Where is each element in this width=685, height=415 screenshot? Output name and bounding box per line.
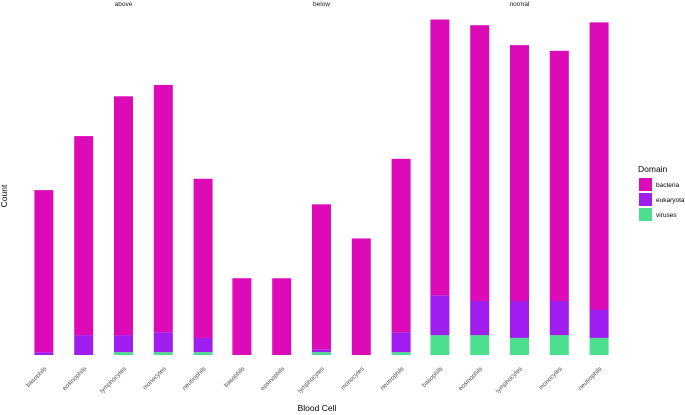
x-tick-normal-lymphocytes: lymphocytes <box>495 365 524 394</box>
bar-normal-neutrophils-viruses <box>589 337 609 355</box>
x-tick-labels: basophils eosinophils lymphocytes monocytes… <box>25 365 604 394</box>
bar-above-eosinophils-bacteria <box>74 136 94 336</box>
x-tick-below-eosinophils: eosinophils <box>259 365 286 392</box>
legend-label-eukaryota: eukaryota <box>656 197 685 204</box>
x-tick-below-lymphocytes: lymphocytes <box>297 365 326 394</box>
bar-below-neutrophils-bacteria <box>391 158 411 333</box>
x-tick-normal-neutrophils: neutrophils <box>577 365 603 391</box>
bar-above-neutrophils-viruses <box>193 352 213 355</box>
x-tick-above-monocytes: monocytes <box>142 365 168 391</box>
legend-swatch-viruses <box>639 208 652 221</box>
bar-below-lymphocytes-eukaryota <box>312 349 331 353</box>
x-tick-above-neutrophils: neutrophils <box>181 365 207 391</box>
bar-below-lymphocytes-viruses <box>312 352 331 355</box>
bar-above-lymphocytes-eukaryota <box>114 335 133 353</box>
facet-title-normal: normal <box>510 1 530 8</box>
facet-title-below: below <box>313 1 330 8</box>
bar-below-neutrophils-viruses <box>391 352 411 355</box>
legend-swatch-bacteria <box>639 178 652 191</box>
x-tick-below-neutrophils: neutrophils <box>379 365 405 391</box>
legend-label-bacteria: bacteria <box>656 182 680 189</box>
bar-normal-monocytes-bacteria <box>549 50 569 301</box>
bar-above-basophils-bacteria <box>34 190 54 353</box>
bar-normal-monocytes-viruses <box>549 335 569 355</box>
x-axis-title: Blood Cell <box>298 403 337 413</box>
legend-label-viruses: viruses <box>656 212 677 219</box>
bar-normal-lymphocytes-viruses <box>510 337 529 355</box>
legend: Domain bacteria eukaryota viruses <box>638 164 685 221</box>
bar-below-lymphocytes-bacteria <box>312 204 331 350</box>
bar-normal-eosinophils-eukaryota <box>470 300 490 336</box>
bar-above-lymphocytes-viruses <box>114 352 133 355</box>
bar-below-basophils-bacteria <box>232 278 252 355</box>
bar-normal-basophils-viruses <box>430 335 450 355</box>
bar-normal-basophils-eukaryota <box>430 295 450 336</box>
bar-normal-eosinophils-bacteria <box>470 25 490 301</box>
bar-above-monocytes-eukaryota <box>153 332 173 353</box>
bar-above-monocytes-bacteria <box>153 84 173 333</box>
bar-below-monocytes-bacteria <box>351 238 371 355</box>
x-tick-above-basophils: basophils <box>25 365 48 388</box>
facet-titles: above below normal <box>115 1 530 8</box>
bar-above-neutrophils-eukaryota <box>193 337 213 353</box>
bar-normal-lymphocytes-eukaryota <box>510 300 529 338</box>
bar-normal-lymphocytes-bacteria <box>510 45 529 301</box>
facet-title-above: above <box>115 1 133 8</box>
x-tick-below-basophils: basophils <box>223 365 246 388</box>
bar-normal-basophils-bacteria <box>430 19 450 296</box>
x-tick-normal-basophils: basophils <box>421 365 444 388</box>
y-axis-title: Count <box>0 184 9 207</box>
bar-normal-eosinophils-viruses <box>470 335 490 355</box>
bar-below-eosinophils-bacteria <box>272 278 292 355</box>
x-tick-normal-eosinophils: eosinophils <box>457 365 484 392</box>
x-tick-above-lymphocytes: lymphocytes <box>99 365 128 394</box>
legend-swatch-eukaryota <box>639 193 652 206</box>
bar-above-neutrophils-bacteria <box>193 178 213 338</box>
bar-above-monocytes-viruses <box>153 352 173 355</box>
bar-normal-neutrophils-bacteria <box>589 22 609 310</box>
bar-normal-monocytes-eukaryota <box>549 300 569 336</box>
bar-above-basophils-eukaryota <box>34 352 54 355</box>
bar-normal-neutrophils-eukaryota <box>589 309 609 338</box>
bar-above-lymphocytes-bacteria <box>114 96 133 336</box>
x-tick-above-eosinophils: eosinophils <box>61 365 88 392</box>
x-tick-normal-monocytes: monocytes <box>538 365 564 391</box>
bar-above-eosinophils-eukaryota <box>74 335 94 355</box>
bars <box>34 19 609 355</box>
bar-below-neutrophils-eukaryota <box>391 332 411 353</box>
legend-title: Domain <box>638 164 668 174</box>
x-tick-below-monocytes: monocytes <box>340 365 366 391</box>
